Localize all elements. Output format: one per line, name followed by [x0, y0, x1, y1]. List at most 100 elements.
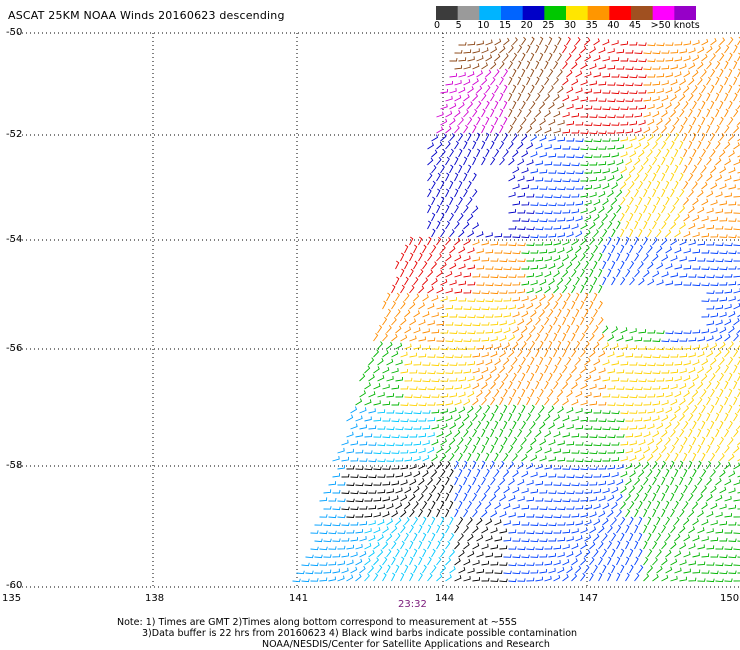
- wind-barb: [728, 554, 737, 559]
- wind-barb: [562, 94, 570, 102]
- wind-barb: [562, 544, 570, 550]
- wind-barb: [364, 466, 373, 471]
- color-scale-swatch: [479, 6, 502, 20]
- wind-barb: [643, 66, 652, 71]
- wind-barb: [629, 345, 638, 350]
- wind-barb: [584, 341, 590, 350]
- wind-barb: [616, 556, 621, 566]
- wind-barb: [665, 516, 670, 526]
- wind-barb: [679, 273, 688, 278]
- wind-barb: [431, 409, 440, 414]
- wind-barb: [728, 504, 736, 510]
- wind-barb: [481, 322, 490, 326]
- wind-barb: [485, 552, 493, 558]
- wind-barb: [346, 514, 355, 518]
- wind-barb: [593, 488, 601, 494]
- wind-barb: [557, 137, 566, 142]
- wind-barb: [530, 522, 539, 526]
- wind-barb: [692, 329, 701, 334]
- wind-barb: [449, 279, 457, 286]
- wind-barb: [521, 554, 530, 559]
- wind-barb: [418, 433, 427, 438]
- wind-barb: [449, 330, 458, 334]
- wind-barb: [463, 398, 471, 406]
- wind-barb: [323, 522, 332, 527]
- wind-barb: [440, 245, 446, 254]
- wind-barb: [508, 157, 515, 166]
- wind-barb: [638, 212, 643, 222]
- wind-barb: [692, 452, 697, 462]
- wind-barb: [449, 229, 455, 238]
- wind-barb: [472, 460, 477, 470]
- wind-barb: [620, 57, 629, 62]
- wind-barb: [710, 357, 717, 366]
- wind-barb: [728, 84, 733, 94]
- wind-barb: [436, 354, 445, 359]
- wind-barb: [670, 204, 676, 214]
- wind-barb: [697, 156, 702, 166]
- wind-barb: [454, 460, 459, 470]
- wind-barb: [449, 422, 457, 430]
- wind-barb: [638, 454, 645, 462]
- wind-barb: [607, 450, 616, 454]
- wind-barb: [440, 118, 448, 126]
- wind-barb: [418, 556, 423, 566]
- wind-barb: [400, 540, 405, 550]
- wind-barb: [634, 447, 642, 454]
- wind-barb: [584, 442, 593, 446]
- wind-barb: [494, 485, 501, 494]
- wind-barb: [571, 382, 578, 390]
- wind-barb: [643, 492, 648, 502]
- wind-barb: [454, 508, 459, 518]
- wind-barb: [463, 221, 470, 230]
- wind-barb: [544, 332, 549, 342]
- wind-barb: [481, 412, 487, 422]
- wind-barb: [589, 97, 598, 102]
- wind-barb: [634, 157, 641, 166]
- wind-barb: [602, 228, 608, 238]
- wind-barb: [647, 469, 653, 478]
- wind-barb: [584, 54, 591, 62]
- wind-barb: [701, 38, 709, 46]
- wind-barb: [598, 401, 607, 406]
- wind-barb: [566, 69, 573, 78]
- wind-barb: [584, 458, 593, 463]
- wind-barb: [638, 500, 643, 510]
- wind-barb: [710, 68, 716, 78]
- wind-barb: [436, 431, 444, 438]
- wind-barb: [485, 518, 493, 526]
- wind-barb: [526, 44, 531, 54]
- wind-barb: [526, 364, 531, 374]
- wind-barb: [719, 282, 728, 286]
- wind-barb: [530, 117, 537, 126]
- wind-barb: [607, 509, 614, 518]
- wind-barb: [688, 77, 695, 86]
- wind-barb: [512, 217, 521, 222]
- wind-barb: [382, 333, 388, 342]
- wind-barb: [715, 124, 720, 134]
- wind-barb: [476, 436, 481, 446]
- wind-barb: [548, 248, 556, 254]
- wind-barb: [544, 364, 549, 374]
- wind-barb: [386, 473, 395, 478]
- wind-barb: [382, 418, 391, 422]
- lat-tick-60: -60: [6, 580, 23, 591]
- wind-barb: [427, 540, 432, 550]
- wind-barb: [620, 151, 628, 158]
- wind-barb: [463, 306, 472, 310]
- wind-barb: [683, 148, 688, 158]
- wind-barb: [656, 212, 661, 222]
- wind-barb: [422, 294, 429, 302]
- wind-barb: [458, 391, 466, 398]
- wind-barb: [553, 380, 559, 390]
- wind-barb: [490, 258, 499, 262]
- wind-barb: [346, 448, 354, 454]
- wind-barb: [656, 422, 664, 430]
- wind-barb: [463, 64, 471, 70]
- wind-barb: [494, 148, 500, 158]
- wind-barb: [602, 359, 610, 366]
- wind-barb: [620, 106, 629, 110]
- wind-barb: [503, 312, 511, 318]
- wind-barb: [724, 108, 729, 118]
- wind-barb: [562, 146, 571, 150]
